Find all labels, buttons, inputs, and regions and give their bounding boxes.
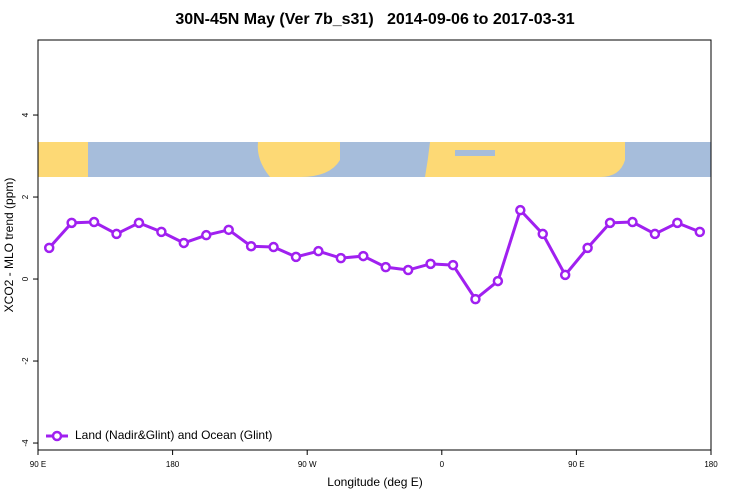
data-point: [604, 217, 616, 229]
data-point: [582, 242, 593, 254]
data-point: [470, 293, 481, 305]
data-point: [245, 240, 257, 252]
legend-item: Land (Nadir&Glint) and Ocean (Glint): [46, 428, 272, 442]
data-point: [223, 224, 234, 236]
y-axis-label: XCO2 - MLO trend (ppm): [2, 178, 16, 313]
data-point: [313, 245, 324, 257]
x-tick-label: 90 E: [568, 460, 584, 469]
data-point: [358, 250, 369, 262]
sea: [455, 150, 495, 156]
data-point: [627, 216, 638, 228]
data-point: [537, 228, 548, 240]
y-tick-label: -4: [21, 439, 30, 447]
data-point: [156, 226, 167, 238]
data-point: [268, 241, 279, 253]
data-point: [178, 237, 190, 249]
data-point: [201, 229, 212, 241]
x-tick-label: 180: [704, 460, 718, 469]
x-tick-label: 90 W: [298, 460, 317, 469]
data-point: [43, 242, 55, 254]
data-point: [559, 269, 571, 281]
data-point: [290, 251, 302, 263]
data-line: [48, 207, 701, 302]
data-point: [425, 258, 436, 270]
x-tick-label: 180: [166, 460, 180, 469]
data-point: [447, 259, 459, 271]
y-tick-label: -2: [21, 357, 30, 365]
data-point: [88, 216, 100, 228]
data-point: [694, 226, 706, 238]
data-point: [335, 252, 347, 264]
data-point: [66, 217, 77, 229]
y-tick-label: 4: [21, 112, 30, 117]
legend-label: Land (Nadir&Glint) and Ocean (Glint): [75, 428, 272, 442]
land: [425, 142, 625, 177]
data-point: [515, 204, 526, 216]
x-tick-label: 0: [440, 460, 445, 469]
land: [38, 142, 88, 177]
data-point: [111, 228, 122, 240]
land: [257, 142, 340, 177]
x-axis-label: Longitude (deg E): [327, 475, 422, 489]
y-tick-label: 2: [21, 194, 30, 199]
data-point: [402, 264, 414, 276]
data-point: [672, 217, 683, 229]
x-tick-label: 90 E: [30, 460, 46, 469]
map-band: [38, 142, 711, 177]
plot-frame: [37, 39, 712, 451]
y-tick-label: 0: [21, 276, 30, 281]
data-point: [380, 261, 391, 273]
data-point: [133, 217, 145, 229]
data-point: [649, 228, 661, 240]
data-point: [492, 275, 504, 287]
chart-title: 30N-45N May (Ver 7b_s31) 2014-09-06 to 2…: [175, 11, 574, 28]
legend-marker: [51, 430, 63, 442]
